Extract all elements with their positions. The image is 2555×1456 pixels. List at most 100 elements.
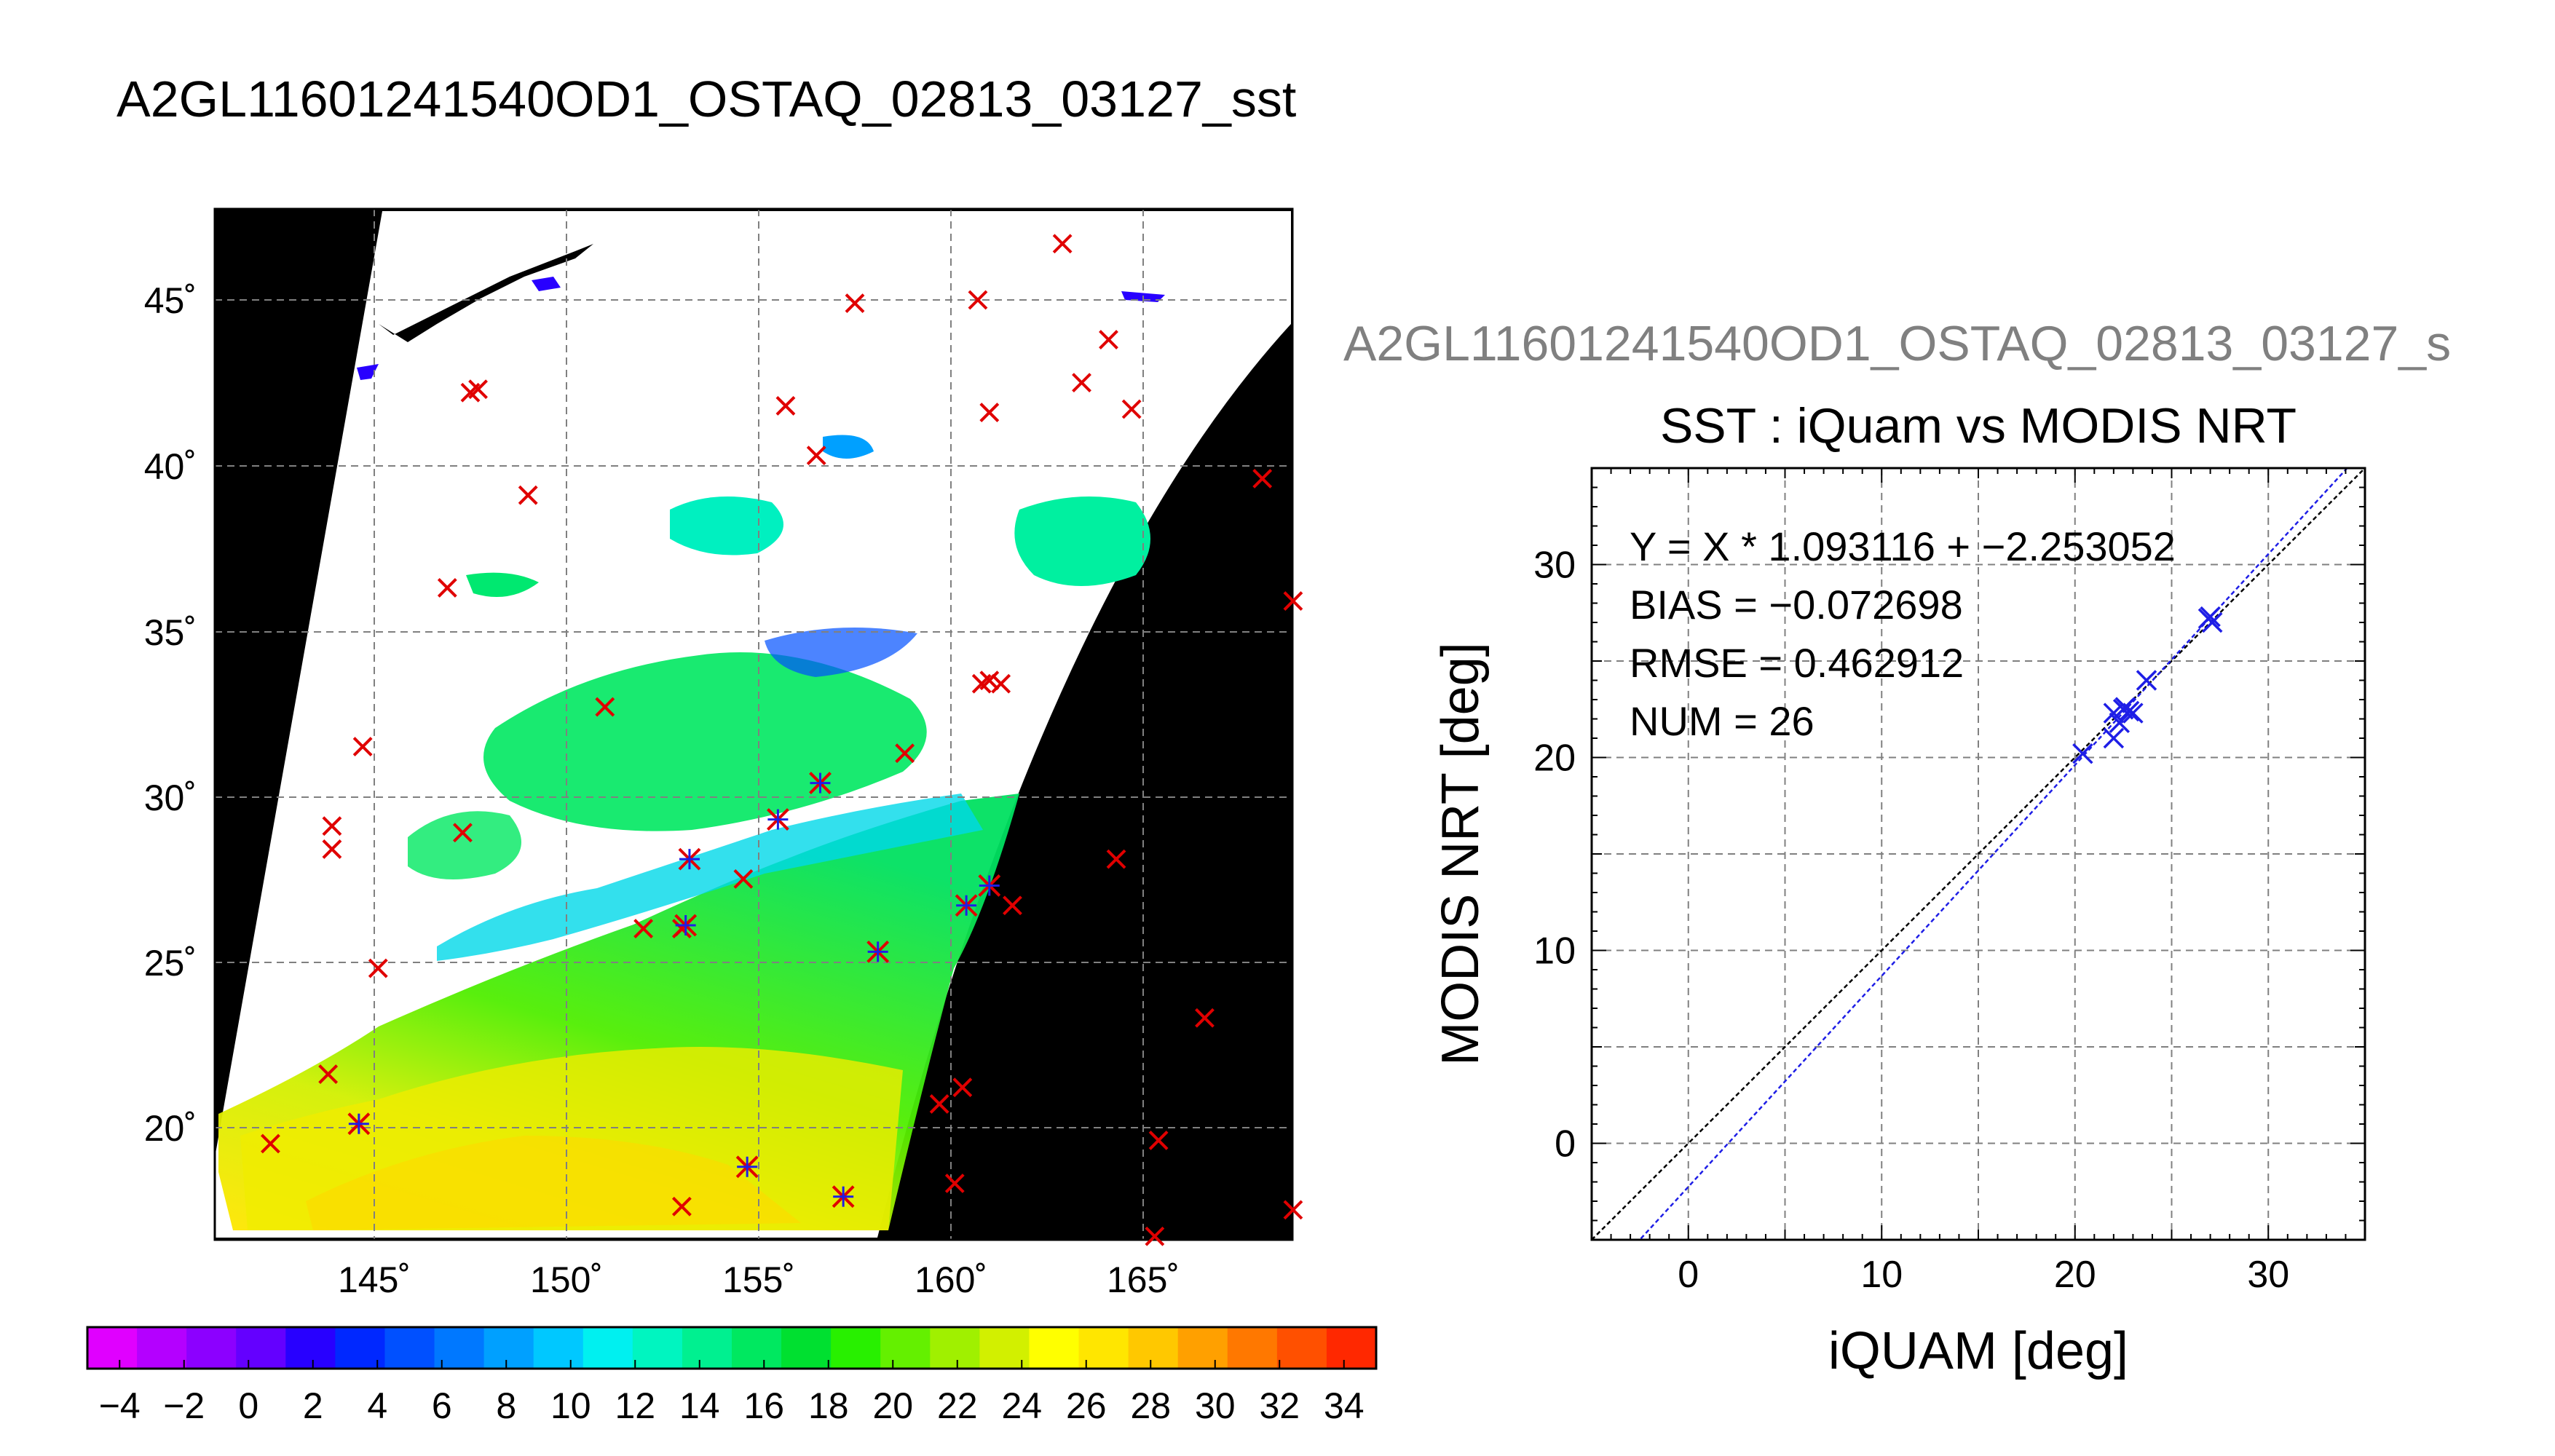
y-tick-label: 20 [1533, 737, 1576, 780]
map-grid [215, 209, 1292, 1240]
scatter-point [2109, 712, 2131, 734]
colorbar-tick-label: 32 [1259, 1385, 1300, 1426]
lon-tick-label: 145˚ [338, 1259, 411, 1300]
map-marker-unmatched [944, 1174, 965, 1193]
colorbar-tick-label: 26 [1066, 1385, 1107, 1426]
map-marker-unmatched [468, 379, 488, 400]
colorbar-tick-labels: −4 −2 0 2 4 6 8 10 12 14 16 18 20 22 24 26 28 30 32 34 [99, 1360, 1365, 1426]
colorbar-swatch [1078, 1327, 1129, 1369]
colorbar-tick-label: 6 [432, 1385, 452, 1426]
map-marker-unmatched [1072, 373, 1091, 393]
colorbar-tick-label: 14 [679, 1385, 720, 1426]
map-marker-unmatched [1283, 1200, 1303, 1220]
scatter-point [2072, 743, 2093, 764]
map-marker-matched [978, 874, 1001, 897]
map-marker-unmatched [322, 816, 342, 836]
map-marker-matched [955, 894, 978, 917]
lat-tick-label: 30˚ [144, 778, 197, 818]
colorbar-swatch [186, 1327, 237, 1369]
colorbar-tick-label: −4 [99, 1385, 141, 1426]
colorbar-tick-label: 8 [496, 1385, 516, 1426]
map-marker-unmatched [1052, 234, 1073, 254]
colorbar-swatch [781, 1327, 832, 1369]
colorbar-swatch [137, 1327, 187, 1369]
colorbar: −4 −2 0 2 4 6 8 10 12 14 16 18 20 22 24 26 28 30 32 34 [86, 1326, 1378, 1426]
map-marker-unmatched [895, 743, 915, 764]
map-marker-unmatched [733, 869, 754, 889]
map-marker-unmatched [968, 290, 988, 310]
colorbar-swatch [632, 1327, 683, 1369]
map-marker-matched [832, 1185, 855, 1208]
scatter-title: SST : iQuam vs MODIS NRT [1660, 398, 2297, 454]
scatter-ticks [1592, 468, 2365, 1240]
scatter-point [2118, 700, 2140, 722]
stats-box: Y = X * 1.093116 + −2.253052 BIAS = −0.0… [1630, 523, 2176, 744]
colorbar-swatch [384, 1327, 435, 1369]
colorbar-swatch [236, 1327, 286, 1369]
scatter-point [2122, 703, 2144, 724]
colorbar-swatch [434, 1327, 485, 1369]
colorbar-tick-label: 16 [743, 1385, 784, 1426]
scatter-grid [1592, 468, 2365, 1240]
map-marker-unmatched [322, 839, 342, 859]
map-marker-unmatched [1003, 895, 1022, 916]
identity-line [1592, 468, 2365, 1240]
colorbar-swatch [1326, 1327, 1377, 1369]
map-marker-unmatched [929, 1094, 949, 1114]
scatter-point [2103, 727, 2125, 749]
colorbar-tick-label: 4 [367, 1385, 387, 1426]
colorbar-tick-label: 30 [1195, 1385, 1236, 1426]
colorbar-tick-label: 20 [872, 1385, 913, 1426]
map-marker-unmatched [1099, 330, 1118, 349]
map-marker-unmatched [1106, 849, 1126, 869]
colorbar-swatch [1276, 1327, 1327, 1369]
colorbar-frame [86, 1326, 1378, 1370]
lat-tick-label: 35˚ [144, 612, 197, 653]
colorbar-tick-label: 0 [238, 1385, 258, 1426]
map-lat-labels: 45˚ 40˚ 35˚ 30˚ 25˚ 20˚ [144, 280, 197, 1149]
colorbar-swatches [87, 1327, 1377, 1369]
lon-tick-label: 160˚ [915, 1259, 987, 1300]
scatter-panel: A2GL11601241540OD1_OSTAQ_02813_03127_s S… [1343, 316, 2451, 1380]
map-marker-unmatched [1148, 1131, 1169, 1150]
map-marker-unmatched [261, 1133, 280, 1154]
lon-tick-label: 150˚ [530, 1259, 603, 1300]
colorbar-swatch [483, 1327, 534, 1369]
map-observation-markers [261, 234, 1303, 1246]
colorbar-swatch [1029, 1327, 1080, 1369]
colorbar-tick-label: 28 [1130, 1385, 1171, 1426]
map-marker-unmatched [1195, 1008, 1215, 1028]
map-frame [213, 207, 1294, 1241]
map-marker-unmatched [775, 396, 796, 416]
colorbar-swatch [732, 1327, 782, 1369]
colorbar-swatch [533, 1327, 584, 1369]
map-marker-matched [347, 1112, 371, 1136]
colorbar-swatch [1227, 1327, 1278, 1369]
sst-map: 145˚ 150˚ 155˚ 160˚ 165˚ 45˚ 40˚ 35˚ 30˚… [144, 207, 1303, 1300]
lat-tick-label: 40˚ [144, 446, 197, 487]
scatter-points [2072, 606, 2223, 764]
map-marker-unmatched [952, 1077, 973, 1098]
scatter-point [2136, 670, 2157, 691]
scatter-point [2202, 612, 2223, 633]
colorbar-swatch [285, 1327, 336, 1369]
colorbar-tick-label: −2 [163, 1385, 205, 1426]
lon-tick-label: 165˚ [1107, 1259, 1180, 1300]
map-marker-unmatched [453, 823, 473, 843]
colorbar-swatch [1177, 1327, 1228, 1369]
lon-tick-label: 155˚ [722, 1259, 795, 1300]
colorbar-swatch [1128, 1327, 1179, 1369]
y-tick-label: 0 [1555, 1123, 1576, 1166]
lat-tick-label: 25˚ [144, 943, 197, 984]
x-axis-label: iQUAM [deg] [1828, 1322, 2128, 1380]
map-marker-unmatched [979, 670, 1000, 691]
map-marker-unmatched [1252, 469, 1273, 488]
scatter-subtitle: A2GL11601241540OD1_OSTAQ_02813_03127_s [1343, 316, 2451, 371]
map-marker-unmatched [368, 958, 388, 978]
map-marker-unmatched [671, 1196, 692, 1216]
map-marker-matched [678, 847, 701, 871]
stats-regression: Y = X * 1.093116 + −2.253052 [1630, 523, 2176, 569]
colorbar-tick-label: 10 [550, 1385, 591, 1426]
colorbar-tick-label: 34 [1324, 1385, 1365, 1426]
